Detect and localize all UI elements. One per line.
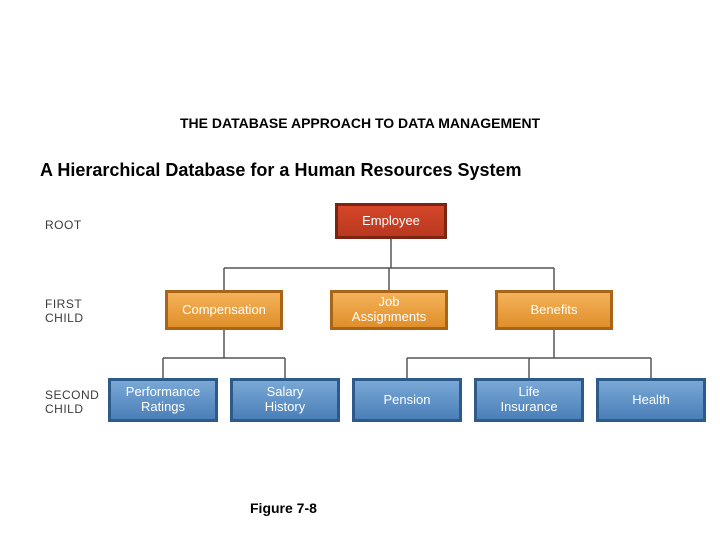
section-heading: THE DATABASE APPROACH TO DATA MANAGEMENT	[180, 115, 540, 131]
row-label-root: ROOT	[45, 218, 82, 232]
node-second-2: Pension	[352, 378, 462, 422]
node-second-4: Health	[596, 378, 706, 422]
node-root-employee: Employee	[335, 203, 447, 239]
node-second-0: Performance Ratings	[108, 378, 218, 422]
row-label-second: SECOND CHILD	[45, 388, 99, 417]
figure-caption: Figure 7-8	[250, 500, 317, 516]
page-title: A Hierarchical Database for a Human Reso…	[40, 160, 522, 181]
node-first-0: Compensation	[165, 290, 283, 330]
node-first-2: Benefits	[495, 290, 613, 330]
node-second-3: Life Insurance	[474, 378, 584, 422]
node-first-1: Job Assignments	[330, 290, 448, 330]
row-label-first: FIRST CHILD	[45, 297, 84, 326]
node-second-1: Salary History	[230, 378, 340, 422]
connector-lines	[0, 0, 720, 540]
